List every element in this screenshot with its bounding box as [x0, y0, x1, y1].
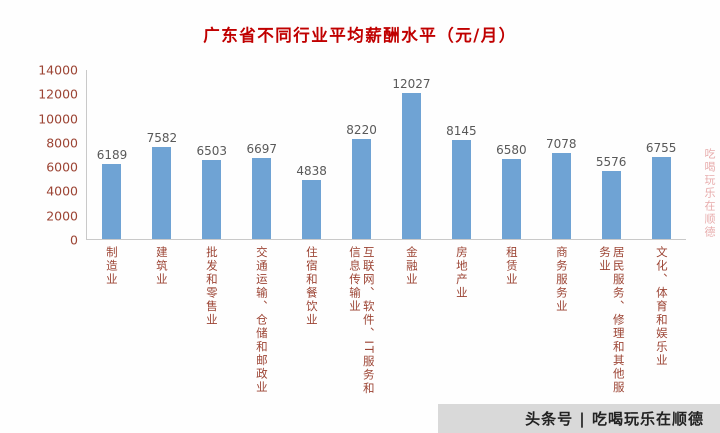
bar: [252, 157, 272, 239]
bar: [501, 159, 521, 239]
x-axis-labels: 制造业 建筑业 批发和零售业 交通运输、仓储和邮政业 住宿和餐饮业 互联网、软件、IT服务…: [86, 246, 686, 396]
bar: [302, 180, 322, 239]
x-tick-label: 居民服务、修理和其他服务业: [598, 246, 626, 395]
bar-value-label: 12027: [392, 76, 431, 91]
bar-value-label: 8220: [346, 123, 377, 138]
bar: [352, 139, 372, 239]
x-tick-label: 批发和零售业: [204, 246, 219, 327]
x-tick-label: 租赁业: [504, 246, 519, 287]
bar-column: 6503: [187, 70, 237, 239]
x-tick-label: 金融业: [404, 246, 419, 287]
y-tick-label: 4000: [46, 183, 78, 199]
x-tick-label: 互联网、软件、IT服务和信息传输业: [348, 246, 376, 396]
bar-column: 8220: [337, 70, 387, 239]
bar-value-label: 6580: [496, 143, 527, 158]
x-tick-label: 制造业: [104, 246, 119, 287]
bar: [451, 140, 471, 239]
bar-column: 8145: [436, 70, 486, 239]
bar-column: 6697: [237, 70, 287, 239]
bar: [651, 156, 671, 239]
bar: [102, 163, 122, 239]
bar-column: 6189: [87, 70, 137, 239]
y-tick-label: 6000: [46, 159, 78, 175]
bar-column: 7078: [536, 70, 586, 239]
x-tick-label: 建筑业: [154, 246, 169, 287]
bar: [601, 171, 621, 239]
chart-title: 广东省不同行业平均薪酬水平（元/月）: [203, 26, 517, 45]
y-tick-label: 8000: [46, 135, 78, 151]
y-tick-label: 14000: [38, 62, 78, 78]
watermark-text: 头条号 | 吃喝玩乐在顺德: [525, 410, 704, 428]
bar-value-label: 6697: [246, 141, 277, 156]
y-axis: 14000 12000 10000 8000 6000 4000 2000 0: [26, 63, 86, 248]
bar-column: 4838: [287, 70, 337, 239]
bar-value-label: 6189: [96, 147, 128, 162]
side-watermark-text: 吃喝玩乐在顺德: [703, 148, 716, 239]
bar-value-label: 7078: [545, 137, 577, 152]
bar-value-label: 5576: [595, 155, 627, 170]
bar-column: 6580: [486, 70, 536, 239]
bar-value-label: 8145: [446, 124, 477, 139]
bar-column: 12027: [387, 70, 437, 239]
x-tick-label: 交通运输、仓储和邮政业: [254, 246, 269, 395]
plot-area: 6189 7582 6503 6697 4838 8220 12027 8145 6580 707…: [86, 70, 686, 240]
bar-value-label: 6755: [645, 140, 677, 155]
bar-value-label: 6503: [196, 144, 228, 159]
bar-value-label: 7582: [146, 130, 178, 145]
bar-column: 7582: [137, 70, 187, 239]
bar: [551, 153, 571, 239]
bar-chart: 14000 12000 10000 8000 6000 4000 2000 0 6189 758…: [26, 63, 686, 248]
bar-column: 6755: [636, 70, 686, 239]
y-tick-label: 12000: [38, 86, 78, 102]
x-tick-label: 文化、体育和娱乐业: [654, 246, 669, 368]
x-tick-label: 商务服务业: [554, 246, 569, 314]
bar-value-label: 4838: [296, 164, 327, 179]
y-tick-label: 0: [70, 232, 78, 248]
bottom-watermark-bar: 头条号 | 吃喝玩乐在顺德: [438, 404, 720, 433]
x-tick-label: 房地产业: [454, 246, 469, 300]
bar: [401, 92, 421, 239]
y-tick-label: 10000: [38, 111, 78, 127]
bar: [152, 146, 172, 239]
bar: [202, 160, 222, 239]
bar-column: 5576: [586, 70, 636, 239]
y-tick-label: 2000: [46, 208, 78, 224]
x-tick-label: 住宿和餐饮业: [304, 246, 319, 327]
